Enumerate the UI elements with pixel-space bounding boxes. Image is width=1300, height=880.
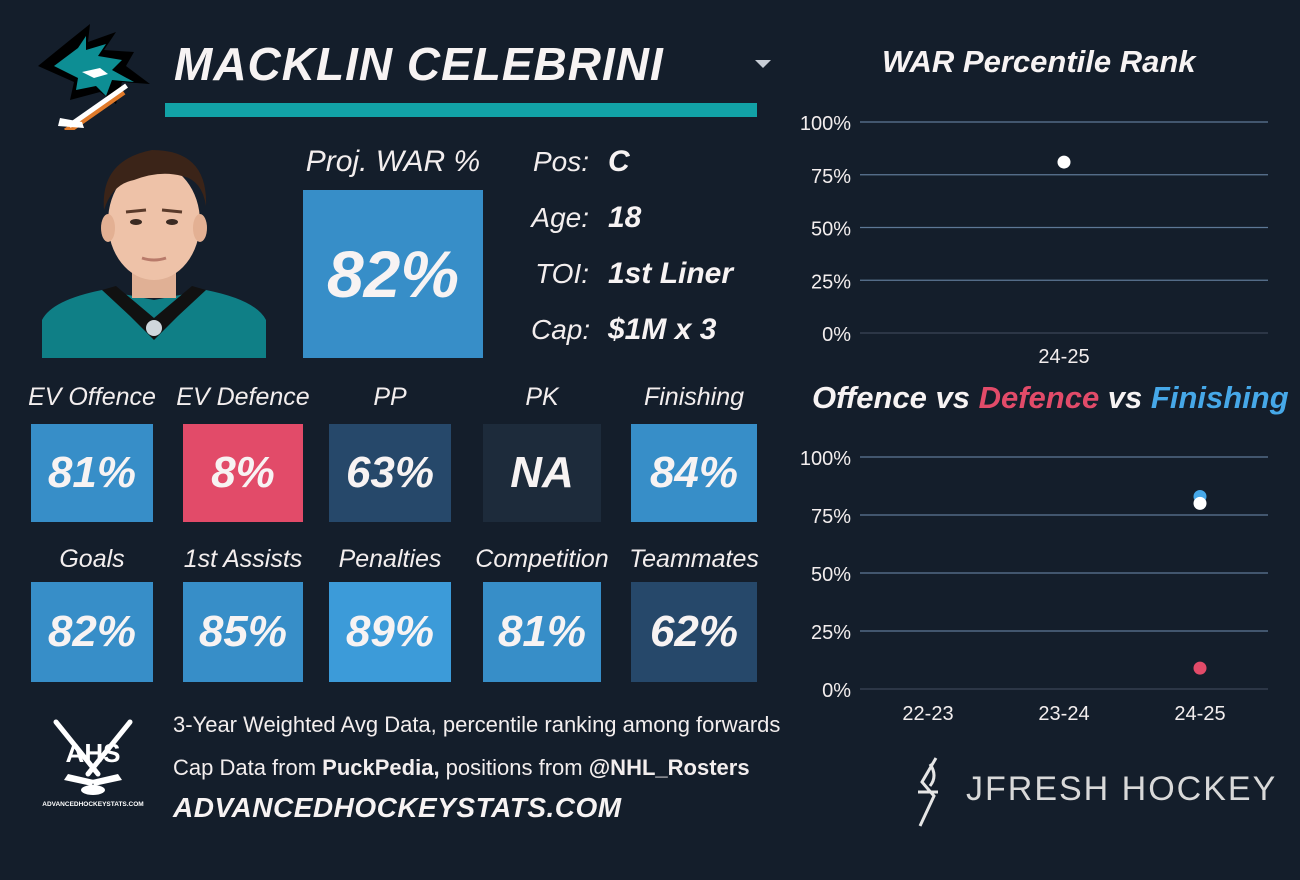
- chart1-title: WAR Percentile Rank: [882, 44, 1196, 79]
- pk-label: PK: [525, 383, 559, 411]
- pk-tile: NA: [483, 424, 601, 522]
- ahs-logo-sub: ADVANCEDHOCKEYSTATS.COM: [42, 801, 143, 808]
- toi-label: TOI:: [535, 258, 589, 289]
- chart2-title: Offence vs Defence vs Finishing: [812, 380, 1289, 416]
- first-assists-label: 1st Assists: [183, 545, 303, 573]
- ev-offence-tile: 81%: [31, 424, 153, 522]
- age-label: Age:: [531, 202, 589, 233]
- chart2-title-vs1: vs: [926, 380, 979, 415]
- teammates-label: Teammates: [629, 545, 759, 573]
- puckpedia-link[interactable]: PuckPedia,: [322, 755, 440, 780]
- jfresh-brand: JFRESH HOCKEY: [966, 770, 1278, 808]
- jfresh-logo-icon: [918, 757, 938, 827]
- pp-label: PP: [373, 383, 407, 411]
- c2-xtick-0: 22-23: [902, 703, 953, 725]
- penalties-tile: 89%: [329, 582, 451, 682]
- chart2-yticks: 0% 25% 50% 75% 100%: [800, 448, 851, 702]
- footer-sources-a: Cap Data from: [173, 755, 323, 780]
- ev-defence-tile: 8%: [183, 424, 303, 522]
- ahs-logo: AHS ADVANCEDHOCKEYSTATS.COM: [42, 719, 144, 808]
- footer-sources: Cap Data from PuckPedia, positions from …: [173, 755, 750, 781]
- nhl-rosters-link[interactable]: @NHL_Rosters: [588, 755, 750, 780]
- site-url[interactable]: ADVANCEDHOCKEYSTATS.COM: [173, 792, 622, 823]
- c2-ytick-0: 0%: [822, 680, 851, 702]
- c2-point-s2-2: [1193, 661, 1207, 675]
- c1-ytick-1: 25%: [811, 271, 851, 293]
- c2-xtick-2: 24-25: [1174, 703, 1225, 725]
- footer-note: 3-Year Weighted Avg Data, percentile ran…: [173, 712, 781, 737]
- c2-ytick-2: 50%: [811, 564, 851, 586]
- proj-war-tile: 82%: [303, 190, 483, 358]
- cap-label: Cap:: [531, 314, 591, 345]
- pp-tile: 63%: [329, 424, 451, 522]
- first-assists-tile: 85%: [183, 582, 303, 682]
- finishing-tile: 84%: [631, 424, 757, 522]
- player-headshot: [42, 140, 266, 358]
- finishing-label: Finishing: [643, 383, 745, 411]
- chart1-grid: [860, 121, 1268, 334]
- competition-label: Competition: [475, 545, 609, 573]
- pos-label: Pos:: [532, 146, 589, 177]
- chart2-xticks: 22-23 23-24 24-25: [902, 703, 1225, 725]
- chevron-down-icon[interactable]: [752, 56, 774, 70]
- c1-ytick-0: 0%: [822, 324, 851, 346]
- chart1-points: [1057, 155, 1071, 169]
- chart1-xticks: 24-25: [1038, 346, 1089, 368]
- c2-point-s1-2: [1193, 496, 1207, 510]
- chart2-points: [1193, 489, 1207, 675]
- goals-tile: 82%: [31, 582, 153, 682]
- c1-ytick-4: 100%: [800, 113, 851, 135]
- c1-ytick-2: 50%: [811, 219, 851, 241]
- name-underline: [165, 103, 757, 117]
- c2-ytick-1: 25%: [811, 622, 851, 644]
- war-percentile-chart: 0% 25% 50% 75% 100% 24-25: [800, 113, 1268, 368]
- cap-value: $1M x 3: [608, 313, 717, 346]
- proj-war-label: Proj. WAR %: [305, 145, 481, 178]
- ev-defence-label: EV Defence: [176, 383, 310, 411]
- pos-value: C: [608, 145, 630, 178]
- goals-label: Goals: [59, 545, 125, 573]
- teammates-tile: 62%: [631, 582, 757, 682]
- ahs-logo-text: AHS: [66, 738, 121, 768]
- c2-ytick-3: 75%: [811, 506, 851, 528]
- chart2-title-defence: Defence: [978, 380, 1100, 415]
- chart2-title-offence: Offence: [812, 380, 927, 415]
- toi-value: 1st Liner: [608, 257, 734, 290]
- chart2-grid: [860, 456, 1268, 690]
- chart1-yticks: 0% 25% 50% 75% 100%: [800, 113, 851, 346]
- chart2-title-vs2: vs: [1099, 380, 1151, 415]
- footer-sources-c: positions from: [439, 755, 589, 780]
- c1-point-s0-0: [1057, 155, 1071, 169]
- player-name: MACKLIN CELEBRINI: [174, 38, 664, 90]
- offence-defence-finishing-chart: 0% 25% 50% 75% 100% 22-23 23-24 24-25: [800, 448, 1268, 725]
- c1-xtick-0: 24-25: [1038, 346, 1089, 368]
- chart2-title-finishing: Finishing: [1150, 380, 1289, 415]
- competition-tile: 81%: [483, 582, 601, 682]
- c1-ytick-3: 75%: [811, 166, 851, 188]
- proj-war-value: 82%: [326, 237, 460, 311]
- penalties-label: Penalties: [338, 545, 442, 573]
- sharks-logo: [38, 24, 150, 130]
- c2-xtick-1: 23-24: [1038, 703, 1089, 725]
- ev-offence-label: EV Offence: [28, 383, 156, 411]
- c2-ytick-4: 100%: [800, 448, 851, 470]
- age-value: 18: [608, 201, 642, 234]
